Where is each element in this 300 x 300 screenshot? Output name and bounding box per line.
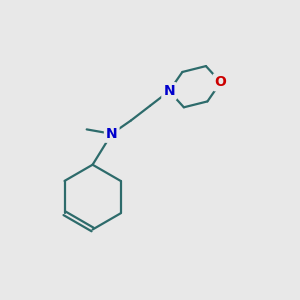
Text: O: O bbox=[215, 75, 226, 89]
Text: N: N bbox=[163, 84, 175, 98]
Text: N: N bbox=[106, 127, 118, 141]
